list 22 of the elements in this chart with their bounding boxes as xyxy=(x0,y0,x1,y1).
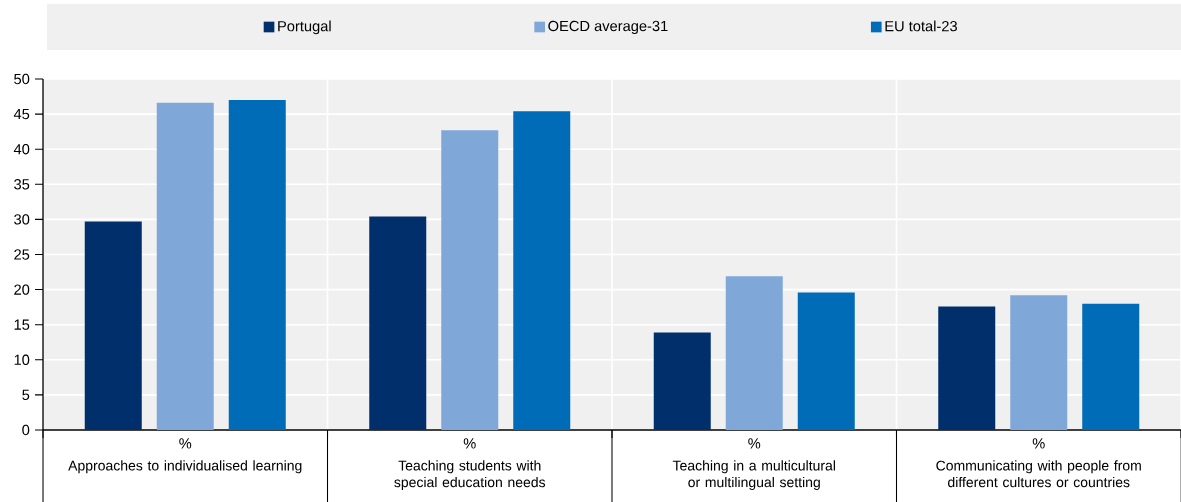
y-tick-label: 15 xyxy=(14,319,30,330)
legend-label: OECD average-31 xyxy=(548,20,668,35)
y-tick-label: 20 xyxy=(14,284,30,295)
y-tick-label: 35 xyxy=(14,179,30,190)
text: % xyxy=(179,438,192,449)
x-tick-label: Approaches to individualised learning xyxy=(68,460,302,474)
x-tick-label: Teaching in a multicultural or multilingual setting xyxy=(672,460,835,490)
text: % xyxy=(748,438,761,449)
legend-label: EU total-23 xyxy=(885,20,957,32)
y-tick-label: 50 xyxy=(14,73,30,85)
x-tick-label: Teaching students with special education needs xyxy=(394,460,546,490)
x-tick-label: Communicating with people from different cultures or countries xyxy=(936,460,1141,488)
legend-label: Portugal xyxy=(278,20,331,35)
text: % xyxy=(1032,438,1045,449)
text: % xyxy=(463,438,476,449)
y-tick-label: 5 xyxy=(22,389,30,401)
y-tick-label: 0 xyxy=(22,424,30,436)
y-tick-label: 25 xyxy=(14,249,30,260)
y-tick-label: 10 xyxy=(14,354,30,365)
y-tick-label: 45 xyxy=(13,108,30,120)
y-tick-label: 30 xyxy=(14,214,30,225)
y-tick-label: 40 xyxy=(13,144,30,155)
